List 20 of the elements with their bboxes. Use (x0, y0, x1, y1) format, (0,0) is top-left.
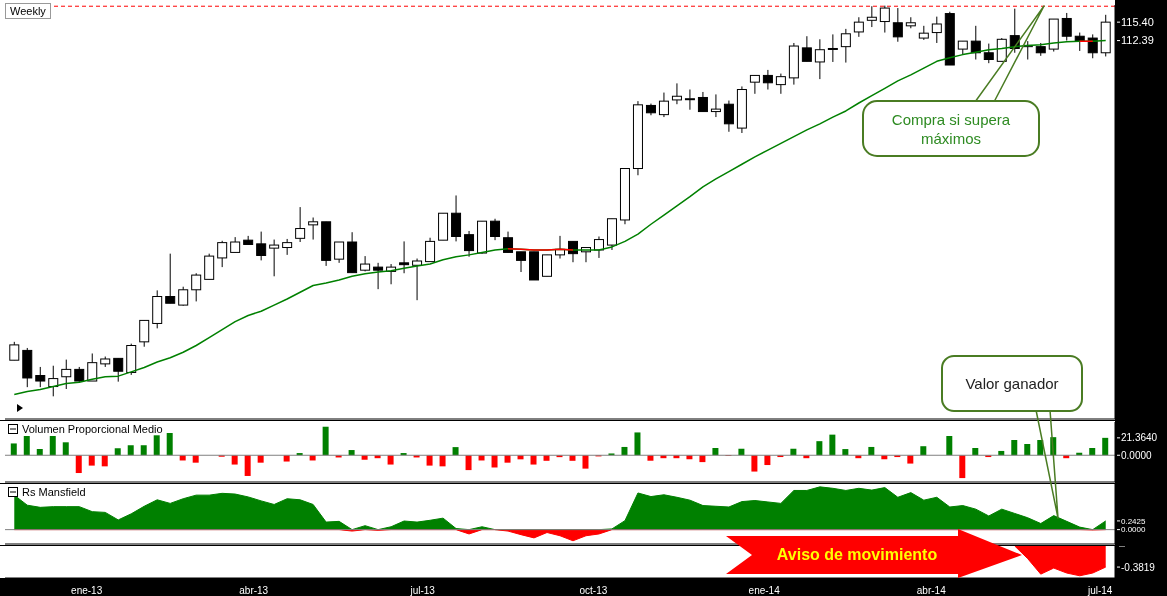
x-tick-label: abr-13 (239, 584, 269, 596)
x-tick-label: ene-13 (71, 584, 103, 596)
chart-title: Weekly (5, 3, 51, 19)
y-tick-label: 0.0000 (1121, 525, 1147, 535)
x-tick-label: ene-14 (748, 584, 781, 596)
x-tick-label: jul-14 (1086, 584, 1113, 596)
chart-title: Rs Mansfield (22, 486, 86, 498)
y-tick-label: 112.39 (1121, 34, 1154, 47)
y-tick-label: 21.3640 (1121, 432, 1158, 444)
y-tick-label: 0.2425 (1121, 516, 1147, 526)
y-tick-label: 0.0000 (1121, 449, 1153, 461)
annotation: Compra si supera máximos (863, 101, 1039, 156)
x-tick-label: jul-13 (409, 584, 436, 596)
x-tick-label: oct-13 (579, 584, 608, 596)
y-tick-label: 115.40 (1121, 16, 1154, 28)
y-tick-label: -0.3819 (1121, 561, 1156, 573)
annotation: Aviso de movimiento (775, 545, 939, 565)
chart-title: Volumen Proporcional Medio (22, 423, 163, 435)
annotation: Valor ganador (942, 356, 1082, 411)
x-tick-label: abr-14 (916, 584, 947, 596)
